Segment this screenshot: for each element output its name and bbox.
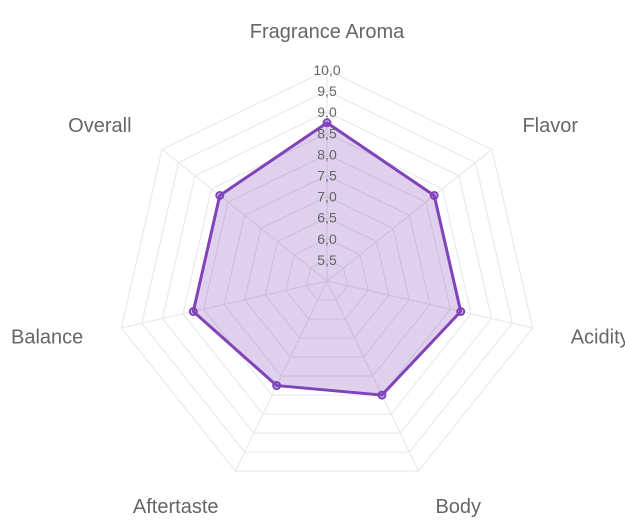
radar-grid xyxy=(120,69,534,472)
radial-tick-label: 9,5 xyxy=(317,83,337,99)
grid-spoke xyxy=(326,280,533,329)
axis-label: Aftertaste xyxy=(133,496,219,518)
radial-tick-label: 6,5 xyxy=(317,210,337,226)
data-point xyxy=(456,307,466,317)
radar-tick-labels: 5,5 6,0 6,5 7,0 7,5 8,0 8,5 9,0 9,5 10,0 xyxy=(313,62,340,268)
axis-label: Overall xyxy=(68,115,131,137)
axis-label: Acidity xyxy=(571,327,625,349)
grid-spoke xyxy=(326,149,493,282)
axis-label: Flavor xyxy=(522,115,578,137)
grid-spoke xyxy=(326,280,419,472)
radial-tick-label: 7,0 xyxy=(317,189,337,205)
axis-label: Fragrance Aroma xyxy=(250,21,405,43)
grid-ring xyxy=(264,217,390,339)
grid-ring xyxy=(305,259,349,301)
grid-ring xyxy=(285,238,369,320)
axis-label: Balance xyxy=(11,327,83,349)
radial-tick-label: 10,0 xyxy=(313,62,340,78)
radar-series xyxy=(188,118,466,400)
grid-ring xyxy=(203,153,451,396)
grid-spoke xyxy=(161,149,328,282)
grid-ring xyxy=(182,132,472,415)
axis-label: Body xyxy=(435,496,481,518)
data-point xyxy=(322,118,332,128)
radial-tick-label: 8,5 xyxy=(317,125,337,141)
data-point xyxy=(377,390,387,400)
data-point xyxy=(272,381,282,391)
series-area xyxy=(191,121,463,397)
data-point xyxy=(188,307,198,317)
grid-ring xyxy=(120,69,534,472)
radial-tick-label: 6,0 xyxy=(317,231,337,247)
radial-tick-label: 7,5 xyxy=(317,168,337,184)
grid-ring xyxy=(141,90,513,453)
data-point xyxy=(429,190,439,200)
grid-spoke xyxy=(235,280,328,472)
radial-tick-label: 5,5 xyxy=(317,252,337,268)
radial-tick-label: 9,0 xyxy=(317,104,337,120)
radial-tick-label: 8,0 xyxy=(317,146,337,162)
grid-ring xyxy=(223,174,431,377)
data-point xyxy=(215,190,225,200)
radar-axis-labels: Fragrance Aroma Flavor Acidity Body Aftertas… xyxy=(11,21,625,518)
grid-spoke xyxy=(121,280,328,329)
grid-ring xyxy=(161,111,493,434)
grid-ring xyxy=(244,196,410,358)
